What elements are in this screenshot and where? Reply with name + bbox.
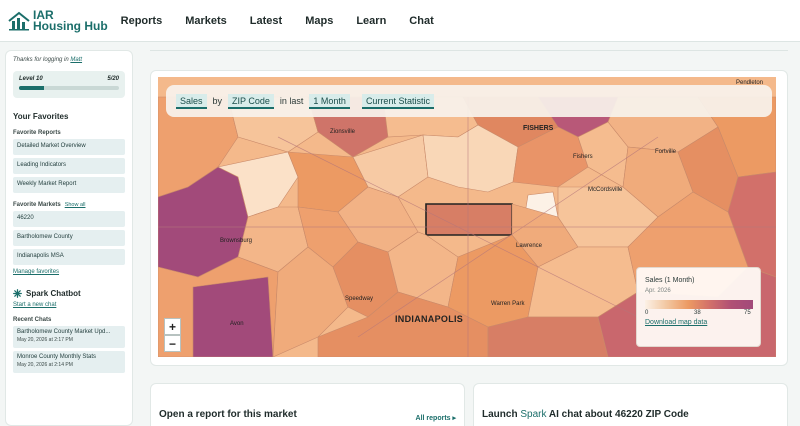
- filter-connector-by: by: [212, 96, 223, 106]
- nav-chat[interactable]: Chat: [409, 14, 434, 27]
- favorite-markets-heading: Favorite Markets Show all: [13, 202, 125, 208]
- place-label-brownsburg: Brownsburg: [220, 238, 253, 244]
- nav-reports[interactable]: Reports: [120, 14, 163, 27]
- launch-chat-card[interactable]: Launch Spark AI chat about 46220 ZIP Cod…: [473, 383, 788, 426]
- recent-chat-title: Bartholomew County Market Upd...: [17, 329, 111, 335]
- choropleth-map[interactable]: Pendleton Zionsville FISHERS Fishers For…: [158, 77, 776, 357]
- app-logo[interactable]: IAR Housing Hub: [8, 6, 108, 36]
- launch-chat-title: Launch Spark AI chat about 46220 ZIP Cod…: [482, 409, 689, 420]
- spark-chatbot-heading: Spark Chatbot: [13, 289, 125, 298]
- favorite-reports-label: Favorite Reports: [13, 130, 61, 136]
- recent-chats-heading: Recent Chats: [13, 317, 125, 323]
- favorite-report-item[interactable]: Leading Indicators: [13, 158, 125, 174]
- map-legend: Sales (1 Month) Apr. 2026 0 38 75 Downlo…: [636, 267, 761, 347]
- place-label-pendleton: Pendleton: [736, 80, 764, 86]
- recent-chat-date: May 20, 2026 at 2:14 PM: [17, 362, 73, 368]
- recent-chat-date: May 20, 2026 at 2:17 PM: [17, 337, 73, 343]
- legend-tick-mid: 38: [694, 310, 701, 316]
- all-reports-link[interactable]: All reports ▸: [415, 415, 456, 422]
- legend-ticks: 0 38 75: [645, 310, 752, 318]
- spark-chatbot-label: Spark Chatbot: [26, 289, 81, 298]
- favorite-reports-heading: Favorite Reports: [13, 130, 125, 136]
- recent-chats-label: Recent Chats: [13, 317, 52, 323]
- sidebar: Thanks for logging in Matt Level 10 5/20…: [5, 50, 133, 426]
- favorite-report-item[interactable]: Weekly Market Report: [13, 177, 125, 193]
- zoom-in-button[interactable]: +: [164, 318, 181, 335]
- download-map-data-link[interactable]: Download map data: [645, 319, 708, 326]
- nav-maps[interactable]: Maps: [305, 14, 334, 27]
- level-progress-box: Level 10 5/20: [13, 71, 125, 98]
- favorites-heading: Your Favorites: [13, 112, 69, 121]
- legend-color-scale: [645, 300, 753, 309]
- launch-chat-suffix: AI chat about 46220 ZIP Code: [548, 409, 689, 420]
- legend-tick-max: 75: [744, 310, 751, 316]
- legend-subtitle: Apr. 2026: [645, 288, 671, 294]
- show-all-link[interactable]: Show all: [64, 202, 86, 208]
- recent-chat-item[interactable]: Bartholomew County Market Upd... May 20,…: [13, 326, 125, 348]
- level-progress-text: 5/20: [107, 76, 119, 82]
- favorite-market-item[interactable]: Bartholomew County: [13, 230, 125, 246]
- place-label-avon: Avon: [230, 321, 244, 327]
- metric-selector[interactable]: Sales: [176, 93, 207, 109]
- nav-latest[interactable]: Latest: [249, 14, 283, 27]
- nav-markets[interactable]: Markets: [185, 14, 227, 27]
- main-nav: Reports Markets Latest Maps Learn Chat: [121, 15, 457, 27]
- launch-chat-spark: Spark: [520, 409, 547, 420]
- filter-connector-in-last: in last: [279, 96, 304, 106]
- level-label: Level 10: [19, 76, 43, 82]
- spark-asterisk-icon: [13, 289, 22, 298]
- favorite-markets-label: Favorite Markets: [13, 202, 61, 208]
- open-report-title: Open a report for this market: [159, 409, 297, 420]
- level-progress-bar: [19, 86, 119, 90]
- legend-tick-min: 0: [645, 310, 649, 316]
- place-label-fortville: Fortville: [655, 149, 677, 155]
- welcome-text: Thanks for logging in Matt: [13, 57, 125, 63]
- favorite-market-item[interactable]: 46220: [13, 211, 125, 227]
- recent-chat-title: Monroe County Monthly Stats: [17, 354, 97, 360]
- place-label-fishers-caps: FISHERS: [523, 125, 554, 132]
- place-label-warren-park: Warren Park: [491, 301, 525, 307]
- welcome-prefix: Thanks for logging in: [13, 57, 69, 63]
- start-new-chat-link[interactable]: Start a new chat: [13, 302, 57, 308]
- level-progress-fill: [19, 86, 44, 90]
- top-navigation-bar: IAR Housing Hub Reports Markets Latest M…: [0, 0, 800, 42]
- place-label-lawrence: Lawrence: [516, 243, 543, 249]
- launch-chat-prefix: Launch: [482, 409, 518, 420]
- place-label-mccordsville: McCordsville: [588, 187, 623, 193]
- logo-line-1: IAR: [33, 7, 54, 22]
- section-divider: [150, 50, 788, 51]
- place-label-fishers: Fishers: [573, 154, 593, 160]
- nav-learn[interactable]: Learn: [356, 14, 387, 27]
- place-label-speedway: Speedway: [345, 296, 374, 302]
- logo-line-2: Housing Hub: [33, 18, 108, 33]
- geography-selector[interactable]: ZIP Code: [228, 93, 274, 109]
- open-report-card: Open a report for this market All report…: [150, 383, 465, 426]
- favorite-market-item[interactable]: Indianapolis MSA: [13, 249, 125, 265]
- house-skyline-icon: [8, 11, 30, 30]
- period-selector[interactable]: 1 Month: [309, 93, 350, 109]
- legend-title: Sales (1 Month): [645, 277, 695, 284]
- statistic-selector[interactable]: Current Statistic: [361, 93, 434, 109]
- favorite-report-item[interactable]: Detailed Market Overview: [13, 139, 125, 155]
- zoom-out-button[interactable]: −: [164, 335, 181, 352]
- logo-text: IAR Housing Hub: [33, 7, 108, 33]
- place-label-indianapolis: INDIANAPOLIS: [395, 314, 464, 324]
- map-filter-bar: Sales by ZIP Code in last 1 Month Curren…: [166, 85, 772, 117]
- manage-favorites-link[interactable]: Manage favorites: [13, 269, 60, 275]
- user-link[interactable]: Matt: [70, 57, 83, 63]
- recent-chat-item[interactable]: Monroe County Monthly Stats May 20, 2026…: [13, 351, 125, 373]
- place-label-zionsville: Zionsville: [330, 129, 356, 135]
